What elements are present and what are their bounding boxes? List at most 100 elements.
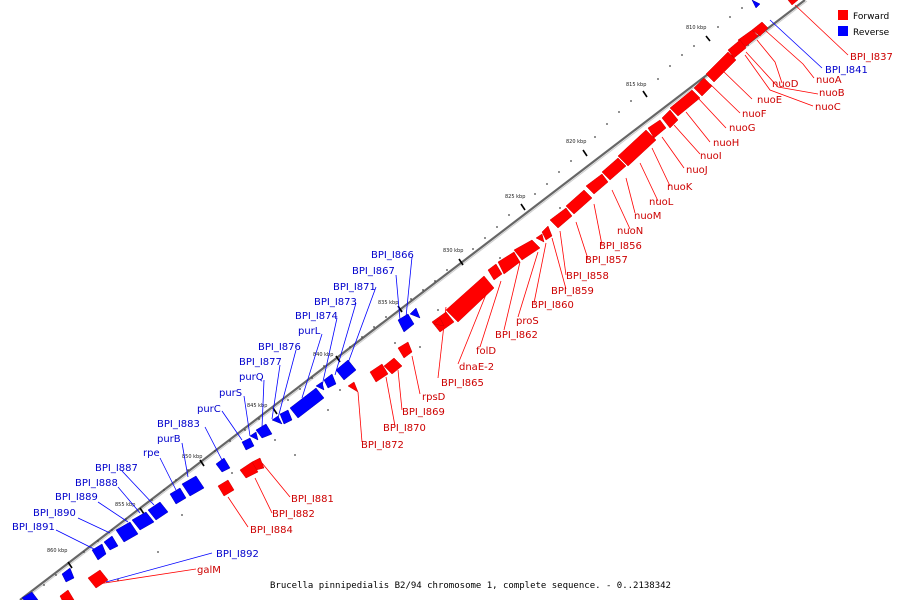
gene-BPI_I865[interactable] (433, 317, 445, 327)
gene-BPI_I856[interactable] (535, 233, 545, 243)
ruler: 810 kbp 815 kbp 820 kbp 825 kbp 830 kbp … (43, 7, 749, 586)
gene-nuoD[interactable] (705, 51, 737, 83)
gene-nuoJ[interactable] (601, 157, 627, 181)
gene-purS[interactable] (249, 431, 259, 441)
gene-nuoF[interactable] (669, 89, 701, 117)
reverse-labels: BPI_I841 BPI_I866 BPI_I867 BPI_I871 BPI_… (12, 65, 868, 560)
label-BPI_I860: BPI_I860 (531, 300, 574, 311)
chromosome-backbone-shadow (22, 0, 808, 600)
gene-BPI_I890[interactable] (103, 535, 119, 551)
gene-BPI_I837[interactable] (787, 0, 799, 6)
tick-label: 820 kbp (566, 139, 586, 145)
gene-BPI_I888[interactable] (131, 511, 155, 531)
label-BPI_I856: BPI_I856 (599, 241, 642, 252)
forward-leaders (97, 4, 849, 585)
gene-BPI_I892[interactable] (61, 567, 75, 583)
label-BPI_I870: BPI_I870 (383, 423, 426, 434)
tick-label: 840 kbp (313, 352, 333, 358)
gene-folD[interactable] (431, 311, 455, 333)
gene-nuoH[interactable] (647, 119, 667, 139)
gene-nuoL[interactable] (565, 189, 593, 215)
tick-label: 850 kbp (182, 454, 202, 460)
gene-BPI_I889[interactable] (115, 521, 139, 543)
tick-label: 845 kbp (247, 403, 267, 409)
gene-nuoK[interactable] (585, 173, 609, 195)
gene-BPI_I857[interactable] (513, 239, 541, 261)
label-BPI_I837: BPI_I837 (850, 52, 893, 63)
label-nuoM: nuoM (634, 211, 661, 222)
label-BPI_I892: BPI_I892 (216, 549, 259, 560)
label-nuoF: nuoF (742, 109, 767, 120)
gene-nuoN[interactable] (541, 225, 553, 241)
gene-BPI_I874[interactable] (315, 381, 325, 391)
gene-BPI_I841[interactable] (751, 0, 761, 9)
gene-nuoA[interactable] (751, 21, 769, 37)
label-purQ: purQ (239, 372, 264, 383)
gene-BPI_I887[interactable] (147, 501, 169, 521)
gene-BPI_I867[interactable] (409, 307, 421, 319)
gene-BPI_I870[interactable] (369, 363, 389, 383)
gene-BPI_I873[interactable] (323, 373, 337, 389)
tick-mark (582, 149, 588, 157)
gene-BPI_I869[interactable] (383, 357, 403, 375)
gene-rpsD[interactable] (397, 341, 413, 359)
gene-nuoM[interactable] (549, 207, 573, 229)
legend-label-forward: Forward (853, 12, 889, 22)
gene-BPI_I877[interactable] (271, 415, 283, 425)
forward-genes (59, 0, 799, 600)
sequence-caption: Brucella pinnipedialis B2/94 chromosome … (270, 581, 671, 591)
gene-galM[interactable] (87, 569, 109, 589)
tick-mark (520, 203, 526, 211)
gene-nuoI[interactable] (617, 129, 657, 167)
gene-nuoE[interactable] (693, 77, 713, 97)
gene-BPI_I858[interactable] (497, 251, 521, 275)
label-BPI_I877: BPI_I877 (239, 357, 282, 368)
gene-BPI_I859[interactable] (487, 263, 503, 281)
gene-BPI_I883[interactable] (215, 457, 231, 473)
label-BPI_I883: BPI_I883 (157, 419, 200, 430)
gene-nuoC[interactable] (727, 39, 747, 59)
gene-BPI_I891[interactable] (91, 543, 107, 561)
label-nuoH: nuoH (713, 138, 739, 149)
label-purB: purB (157, 434, 181, 445)
gene-BPI_I871[interactable] (335, 359, 357, 381)
gene-BPI_I860[interactable] (445, 275, 495, 323)
label-BPI_I881: BPI_I881 (291, 494, 334, 505)
gene-purB[interactable] (181, 475, 205, 497)
gene-BPI_I866[interactable] (397, 313, 415, 333)
label-nuoK: nuoK (667, 182, 693, 193)
gene-rpe[interactable] (169, 487, 187, 505)
tick-mark (458, 258, 464, 266)
gene-BPI_I876[interactable] (279, 409, 293, 425)
label-BPI_I871: BPI_I871 (333, 282, 376, 293)
gene-purC[interactable] (241, 437, 255, 451)
label-rpsD: rpsD (422, 392, 446, 403)
chromosome-backbone (19, 0, 806, 600)
tick-label: 835 kbp (378, 300, 398, 306)
label-galM: galM (197, 565, 221, 576)
tick-mark (199, 459, 205, 467)
label-BPI_I891: BPI_I891 (12, 522, 55, 533)
reverse-leaders (55, 19, 823, 583)
legend: Forward Reverse (838, 10, 890, 38)
label-proS: proS (516, 316, 539, 327)
gene-purQ[interactable] (255, 423, 273, 439)
gene-edge-forward[interactable] (59, 589, 75, 600)
tick-mark (642, 90, 648, 98)
label-BPI_I858: BPI_I858 (566, 271, 609, 282)
label-nuoD: nuoD (772, 79, 799, 90)
label-BPI_I887: BPI_I887 (95, 463, 138, 474)
legend-swatch-forward (838, 10, 848, 20)
gene-nuoG[interactable] (661, 109, 679, 129)
gene-edge-reverse[interactable] (21, 591, 39, 600)
gene-BPI_I882[interactable] (239, 461, 259, 479)
gene-purL[interactable] (289, 387, 325, 419)
gene-BPI_I884[interactable] (217, 479, 235, 497)
label-purS: purS (219, 388, 242, 399)
label-purC: purC (197, 404, 221, 415)
legend-label-reverse: Reverse (853, 28, 890, 38)
gene-BPI_I872[interactable] (347, 381, 359, 393)
label-nuoI: nuoI (700, 151, 722, 162)
label-folD: folD (476, 346, 496, 357)
label-rpe: rpe (143, 448, 160, 459)
